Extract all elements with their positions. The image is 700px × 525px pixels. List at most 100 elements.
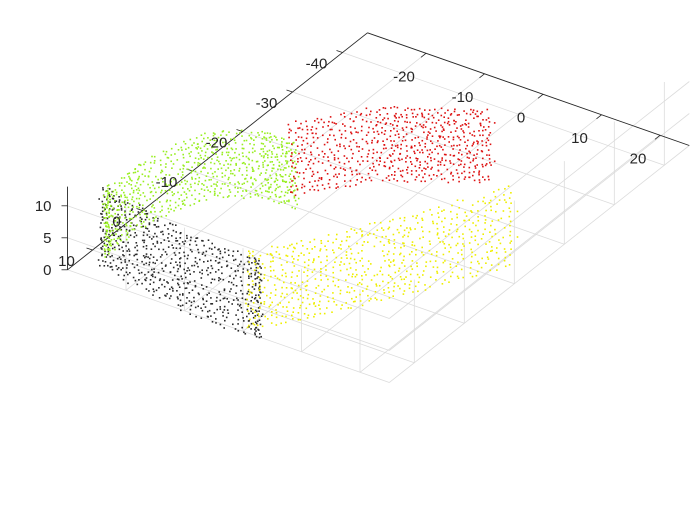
point-series-1 bbox=[125, 228, 128, 231]
point-series-2 bbox=[210, 178, 212, 181]
point-series-2 bbox=[164, 190, 167, 192]
point-series-3 bbox=[301, 144, 303, 146]
point-series-2 bbox=[215, 183, 217, 186]
point-series-4 bbox=[462, 276, 464, 279]
point-series-2 bbox=[178, 198, 180, 200]
point-series-1 bbox=[241, 293, 244, 295]
point-series-2 bbox=[118, 237, 121, 239]
point-series-2 bbox=[198, 180, 200, 183]
point-series-1 bbox=[179, 257, 182, 259]
point-series-2 bbox=[286, 200, 288, 202]
point-series-4 bbox=[317, 256, 320, 258]
point-series-4 bbox=[392, 260, 395, 262]
point-series-3 bbox=[290, 191, 292, 193]
point-series-4 bbox=[270, 260, 272, 263]
point-series-1 bbox=[118, 196, 120, 198]
point-series-2 bbox=[278, 161, 281, 164]
point-series-2 bbox=[165, 174, 167, 176]
point-series-3 bbox=[356, 111, 358, 113]
point-series-3 bbox=[482, 157, 484, 160]
point-series-1 bbox=[248, 275, 250, 277]
point-series-3 bbox=[337, 150, 340, 152]
point-series-4 bbox=[268, 305, 271, 308]
point-series-3 bbox=[327, 125, 329, 127]
point-series-4 bbox=[393, 282, 396, 284]
point-series-1 bbox=[117, 274, 120, 276]
point-series-3 bbox=[481, 111, 483, 113]
point-series-2 bbox=[260, 148, 262, 150]
point-series-3 bbox=[430, 140, 432, 142]
point-series-1 bbox=[257, 294, 260, 296]
point-series-1 bbox=[143, 263, 145, 266]
point-series-1 bbox=[154, 245, 156, 248]
point-series-1 bbox=[109, 195, 111, 198]
point-series-4 bbox=[281, 274, 283, 277]
point-series-2 bbox=[241, 135, 243, 137]
point-series-2 bbox=[160, 191, 162, 194]
point-series-3 bbox=[419, 164, 421, 166]
point-series-1 bbox=[111, 232, 114, 234]
point-series-3 bbox=[406, 172, 409, 174]
point-series-1 bbox=[152, 236, 155, 238]
point-series-2 bbox=[183, 199, 186, 201]
point-series-2 bbox=[181, 200, 184, 203]
point-series-4 bbox=[428, 240, 431, 243]
point-series-3 bbox=[487, 175, 490, 178]
point-series-2 bbox=[276, 159, 279, 161]
point-series-2 bbox=[211, 146, 213, 149]
point-series-3 bbox=[478, 172, 480, 174]
point-series-4 bbox=[470, 236, 473, 238]
point-series-2 bbox=[294, 199, 297, 202]
point-series-1 bbox=[163, 279, 165, 281]
point-series-3 bbox=[489, 132, 492, 134]
point-series-1 bbox=[104, 261, 107, 263]
point-series-3 bbox=[335, 123, 337, 125]
point-series-1 bbox=[145, 247, 148, 250]
point-series-3 bbox=[482, 129, 484, 132]
point-series-3 bbox=[469, 161, 472, 164]
point-series-2 bbox=[164, 166, 167, 168]
point-series-4 bbox=[363, 241, 365, 243]
point-series-2 bbox=[103, 209, 106, 212]
point-series-2 bbox=[161, 205, 163, 208]
point-series-4 bbox=[303, 254, 305, 256]
point-series-4 bbox=[253, 269, 256, 271]
point-series-2 bbox=[185, 161, 188, 163]
point-series-2 bbox=[275, 177, 277, 180]
point-series-3 bbox=[309, 167, 312, 170]
point-series-3 bbox=[488, 178, 490, 181]
point-series-3 bbox=[460, 160, 463, 162]
point-series-2 bbox=[233, 174, 236, 177]
point-series-3 bbox=[293, 175, 295, 178]
point-series-4 bbox=[282, 306, 284, 308]
point-series-2 bbox=[108, 248, 111, 250]
point-series-2 bbox=[274, 156, 277, 158]
point-series-4 bbox=[296, 275, 298, 277]
point-series-4 bbox=[471, 275, 474, 278]
point-series-4 bbox=[280, 264, 283, 266]
point-series-3 bbox=[476, 153, 478, 155]
point-series-2 bbox=[222, 130, 225, 132]
point-series-4 bbox=[495, 251, 498, 254]
point-series-1 bbox=[154, 262, 156, 265]
point-series-3 bbox=[427, 118, 430, 120]
point-series-4 bbox=[392, 253, 395, 255]
point-series-3 bbox=[449, 160, 451, 162]
point-series-2 bbox=[200, 157, 202, 159]
point-series-2 bbox=[246, 180, 249, 183]
point-series-4 bbox=[285, 275, 287, 278]
point-series-1 bbox=[206, 315, 209, 318]
point-series-3 bbox=[349, 140, 352, 143]
point-series-2 bbox=[234, 142, 237, 144]
point-series-3 bbox=[303, 177, 305, 180]
point-series-4 bbox=[437, 212, 439, 214]
point-series-2 bbox=[120, 194, 122, 197]
point-series-3 bbox=[456, 172, 459, 175]
point-series-1 bbox=[189, 239, 192, 242]
point-series-2 bbox=[272, 164, 275, 166]
point-series-2 bbox=[177, 191, 179, 194]
point-series-3 bbox=[358, 146, 360, 148]
point-series-3 bbox=[459, 125, 462, 127]
point-series-1 bbox=[150, 248, 153, 250]
point-series-3 bbox=[438, 135, 440, 137]
